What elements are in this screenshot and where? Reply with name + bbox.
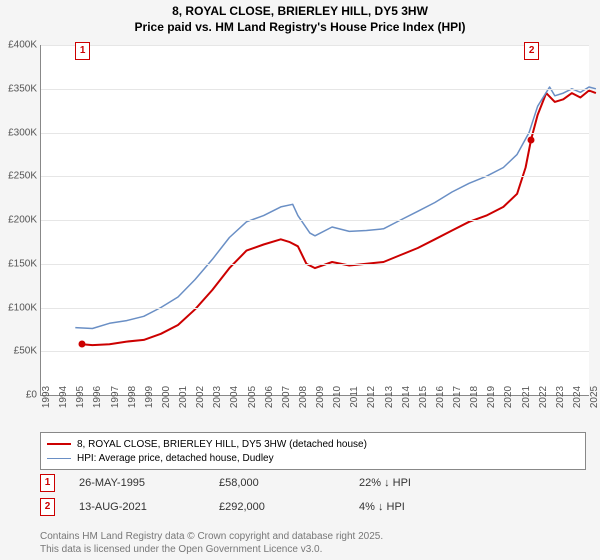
legend-swatch — [47, 443, 71, 445]
y-axis-label: £0 — [0, 390, 37, 401]
attribution-line-2: This data is licensed under the Open Gov… — [40, 544, 383, 557]
x-axis-label: 2007 — [281, 386, 292, 408]
y-axis-label: £300K — [0, 127, 37, 138]
sale-price: £58,000 — [219, 477, 359, 489]
x-axis-label: 2017 — [452, 386, 463, 408]
gridline — [41, 45, 589, 46]
x-axis-label: 2000 — [161, 386, 172, 408]
x-axis-label: 1998 — [127, 386, 138, 408]
gridline — [41, 220, 589, 221]
x-axis-label: 2014 — [401, 386, 412, 408]
gridline — [41, 264, 589, 265]
sale-delta: 22% ↓ HPI — [359, 477, 499, 489]
x-axis-label: 2006 — [264, 386, 275, 408]
y-axis-label: £400K — [0, 40, 37, 51]
legend-row: 8, ROYAL CLOSE, BRIERLEY HILL, DY5 3HW (… — [47, 437, 579, 451]
y-axis-label: £350K — [0, 83, 37, 94]
gridline — [41, 176, 589, 177]
x-axis-label: 2018 — [469, 386, 480, 408]
x-axis-label: 1996 — [92, 386, 103, 408]
y-axis-label: £50K — [0, 346, 37, 357]
sale-price: £292,000 — [219, 501, 359, 513]
sale-row: 1 26-MAY-1995£58,00022% ↓ HPI — [40, 474, 588, 492]
gridline — [41, 89, 589, 90]
sale-dot-2 — [528, 136, 535, 143]
x-axis-label: 2011 — [349, 386, 360, 408]
gridline — [41, 308, 589, 309]
sale-marker-2: 2 — [524, 42, 539, 60]
x-axis-label: 1995 — [75, 386, 86, 408]
sale-row-marker: 2 — [40, 498, 55, 516]
y-axis-label: £150K — [0, 258, 37, 269]
title-line-2: Price paid vs. HM Land Registry's House … — [0, 20, 600, 36]
legend-label: HPI: Average price, detached house, Dudl… — [77, 453, 274, 464]
x-axis-label: 2010 — [332, 386, 343, 408]
x-axis-label: 2009 — [315, 386, 326, 408]
y-axis-label: £250K — [0, 171, 37, 182]
x-axis-label: 2001 — [178, 386, 189, 408]
x-axis-label: 2022 — [538, 386, 549, 408]
attribution: Contains HM Land Registry data © Crown c… — [40, 531, 383, 556]
sale-delta: 4% ↓ HPI — [359, 501, 499, 513]
gridline — [41, 351, 589, 352]
x-axis-label: 2004 — [229, 386, 240, 408]
sale-date: 13-AUG-2021 — [79, 501, 219, 513]
x-axis-label: 1993 — [41, 386, 52, 408]
x-axis-label: 2016 — [435, 386, 446, 408]
legend-label: 8, ROYAL CLOSE, BRIERLEY HILL, DY5 3HW (… — [77, 439, 367, 450]
legend-row: HPI: Average price, detached house, Dudl… — [47, 451, 579, 465]
x-axis-label: 2012 — [366, 386, 377, 408]
series-hpi — [75, 87, 596, 329]
chart-area: £0£50K£100K£150K£200K£250K£300K£350K£400… — [40, 45, 589, 396]
x-axis-label: 2025 — [589, 386, 600, 408]
x-axis-label: 2002 — [195, 386, 206, 408]
x-axis-label: 2021 — [521, 386, 532, 408]
legend-swatch — [47, 458, 71, 459]
sale-row-marker: 1 — [40, 474, 55, 492]
x-axis-label: 2013 — [384, 386, 395, 408]
x-axis-label: 1999 — [144, 386, 155, 408]
title-block: 8, ROYAL CLOSE, BRIERLEY HILL, DY5 3HW P… — [0, 0, 600, 35]
attribution-line-1: Contains HM Land Registry data © Crown c… — [40, 531, 383, 544]
gridline — [41, 133, 589, 134]
x-axis-label: 2003 — [212, 386, 223, 408]
title-line-1: 8, ROYAL CLOSE, BRIERLEY HILL, DY5 3HW — [0, 4, 600, 20]
y-axis-label: £100K — [0, 302, 37, 313]
x-axis-label: 1994 — [58, 386, 69, 408]
x-axis-label: 2008 — [298, 386, 309, 408]
x-axis-label: 2020 — [503, 386, 514, 408]
x-axis-label: 2024 — [572, 386, 583, 408]
chart-container: 8, ROYAL CLOSE, BRIERLEY HILL, DY5 3HW P… — [0, 0, 600, 560]
x-axis-label: 2005 — [247, 386, 258, 408]
sale-marker-1: 1 — [75, 42, 90, 60]
sale-row: 2 13-AUG-2021£292,0004% ↓ HPI — [40, 498, 588, 516]
x-axis-label: 2019 — [486, 386, 497, 408]
x-axis-label: 1997 — [110, 386, 121, 408]
sale-date: 26-MAY-1995 — [79, 477, 219, 489]
sale-dot-1 — [79, 341, 86, 348]
x-axis-label: 2015 — [418, 386, 429, 408]
y-axis-label: £200K — [0, 215, 37, 226]
legend-box: 8, ROYAL CLOSE, BRIERLEY HILL, DY5 3HW (… — [40, 432, 586, 470]
x-axis-label: 2023 — [555, 386, 566, 408]
